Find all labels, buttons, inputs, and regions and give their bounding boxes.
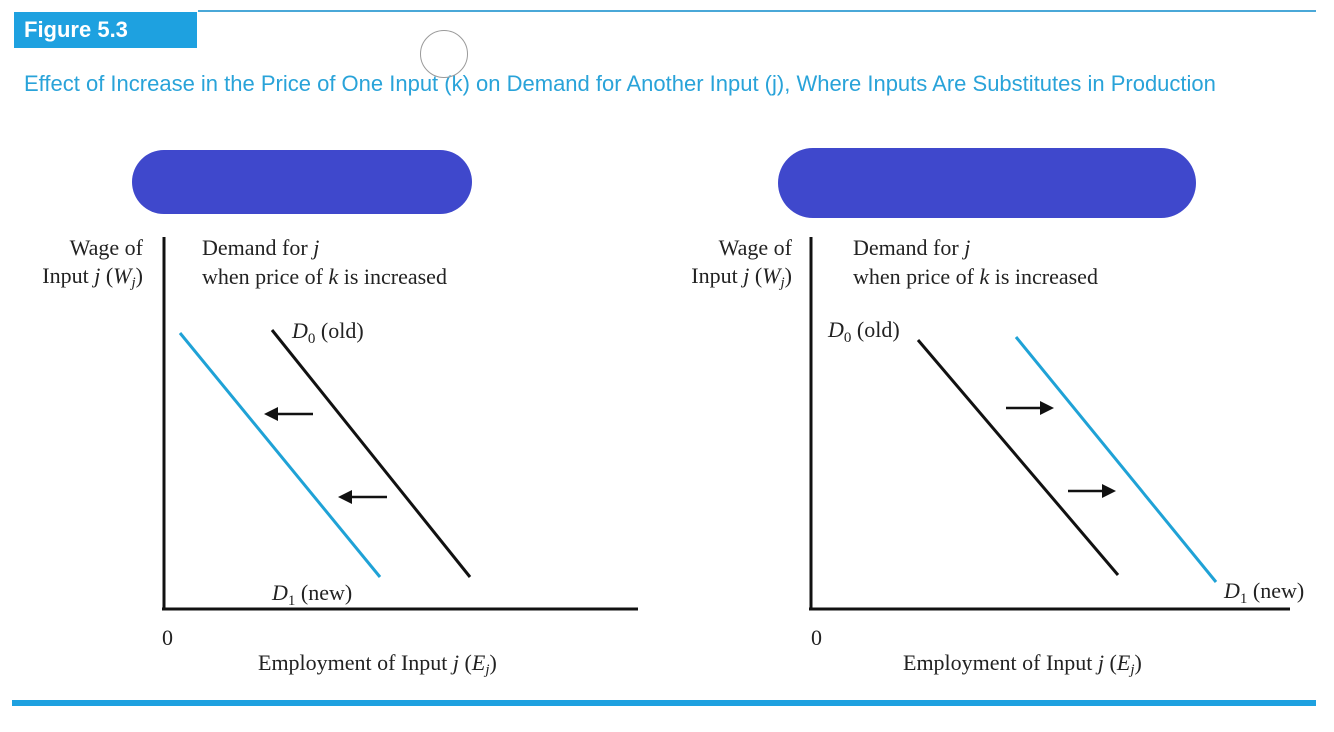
shift-arrow-right-lower — [1068, 484, 1116, 498]
curve-label-old: D0 (old) — [291, 318, 364, 347]
right-diagram-svg: Wage of Input j (Wj) Demand for j when p… — [691, 235, 1304, 678]
y-axis-label-line1: Wage of — [70, 235, 144, 260]
shift-arrow-left-upper — [264, 407, 313, 421]
left-diagram-svg: Wage of Input j (Wj) Demand for j when p… — [42, 235, 638, 678]
panel-heading-line2: when price of k is increased — [202, 264, 447, 289]
x-axis-label: Employment of Input j (Ej) — [258, 650, 497, 678]
panel-left-diagram: Wage of Input j (Wj) Demand for j when p… — [0, 225, 660, 685]
panel-heading-line1: Demand for j — [202, 235, 319, 260]
demand-curve-new — [1014, 336, 1218, 583]
panel-right-diagram: Wage of Input j (Wj) Demand for j when p… — [650, 225, 1334, 685]
shift-arrow-right-upper — [1006, 401, 1054, 415]
curve-label-new: D1 (new) — [271, 580, 352, 609]
figure-label: Figure 5.3 — [14, 12, 197, 48]
bottom-rule — [12, 700, 1316, 706]
panel-heading-line2: when price of k is increased — [853, 264, 1098, 289]
demand-curve-old — [270, 329, 472, 578]
origin-label: 0 — [811, 625, 822, 650]
figure-title: Effect of Increase in the Price of One I… — [24, 71, 1216, 96]
demand-curve-new — [178, 332, 382, 578]
x-axis-label: Employment of Input j (Ej) — [903, 650, 1142, 678]
y-axis-label-line2: Input j (Wj) — [42, 263, 143, 291]
curve-label-old: D0 (old) — [827, 317, 900, 346]
demand-curve-old — [916, 339, 1120, 576]
shift-arrow-left-lower — [338, 490, 387, 504]
curve-label-new: D1 (new) — [1223, 578, 1304, 607]
top-rule — [198, 10, 1316, 12]
redaction-mark-right — [778, 148, 1196, 218]
panel-heading-line1: Demand for j — [853, 235, 970, 260]
touch-cursor-icon — [420, 30, 468, 78]
redaction-mark-left — [132, 150, 472, 214]
y-axis-label-line2: Input j (Wj) — [691, 263, 792, 291]
y-axis-label-line1: Wage of — [719, 235, 793, 260]
origin-label: 0 — [162, 625, 173, 650]
